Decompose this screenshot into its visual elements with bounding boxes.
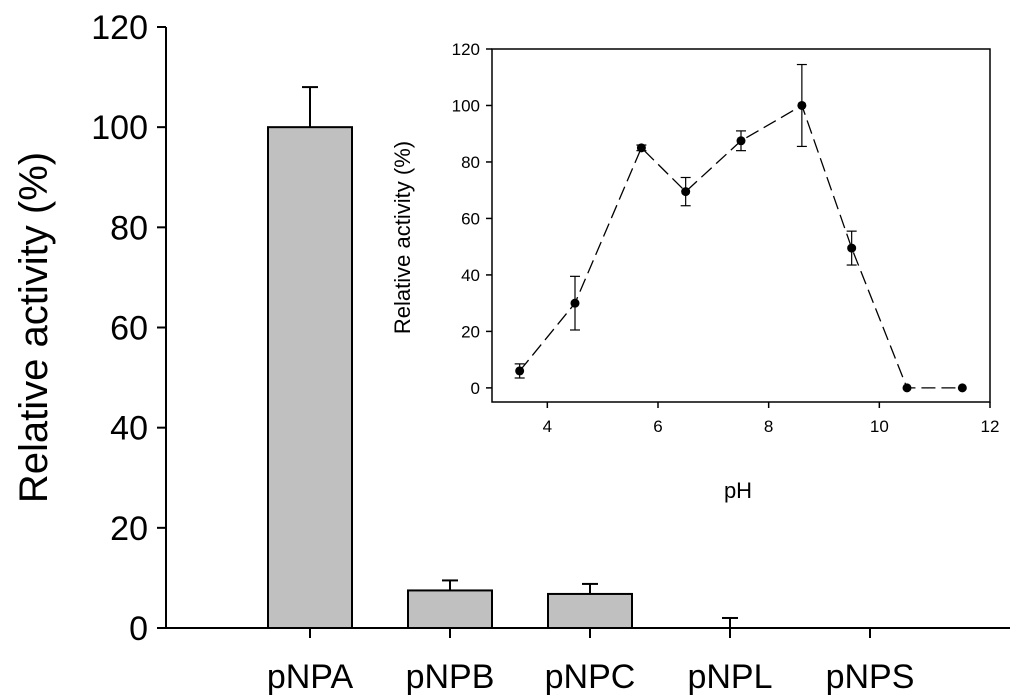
inset-ph-line-chart: 0 20 40 60 80 100 120 4 6 8 10 12 pH Relative activit… [390, 40, 999, 503]
main-y-tick-label: 40 [110, 410, 148, 448]
inset-plot-frame [491, 48, 991, 403]
inset-data-point [902, 383, 912, 393]
category-label-pNPC: pNPC [545, 658, 636, 696]
inset-data-point [515, 366, 525, 376]
main-y-tick-label: 100 [91, 109, 148, 147]
main-y-axis-label: Relative activity (%) [12, 152, 56, 503]
inset-data-point [797, 100, 807, 110]
inset-y-tick-label: 100 [452, 96, 480, 115]
bar-pNPB [407, 589, 493, 629]
inset-y-tick-label: 20 [461, 322, 480, 341]
inset-x-tick-label: 12 [981, 417, 1000, 436]
category-label-pNPS: pNPS [826, 658, 915, 696]
inset-x-tick-label: 8 [764, 417, 773, 436]
inset-y-tick-label: 0 [471, 379, 480, 398]
category-label-pNPA: pNPA [267, 658, 354, 696]
inset-y-tick-label: 60 [461, 209, 480, 228]
inset-x-tick-label: 6 [653, 417, 662, 436]
category-label-pNPL: pNPL [687, 658, 772, 696]
inset-data-point [847, 243, 857, 253]
main-y-tick-label: 60 [110, 310, 148, 348]
inset-x-axis-label: pH [724, 478, 752, 503]
inset-x-tick-label: 10 [870, 417, 889, 436]
bar-pNPA [267, 126, 353, 630]
inset-data-point [957, 383, 967, 393]
inset-y-tick-label: 120 [452, 40, 480, 59]
main-y-tick-label: 80 [110, 209, 148, 247]
main-y-tick-label: 20 [110, 510, 148, 548]
inset-y-tick-label: 40 [461, 266, 480, 285]
bar-pNPC [547, 592, 633, 630]
inset-data-point [570, 298, 580, 308]
main-y-tick-label: 0 [129, 610, 148, 648]
main-y-tick-label: 120 [91, 9, 148, 47]
category-label-pNPB: pNPB [406, 658, 495, 696]
inset-data-point [681, 187, 691, 197]
inset-x-tick-label: 4 [543, 417, 552, 436]
inset-data-point [636, 143, 646, 153]
inset-y-tick-label: 80 [461, 153, 480, 172]
inset-data-point [736, 136, 746, 146]
inset-y-axis-label: Relative activity (%) [390, 141, 415, 334]
